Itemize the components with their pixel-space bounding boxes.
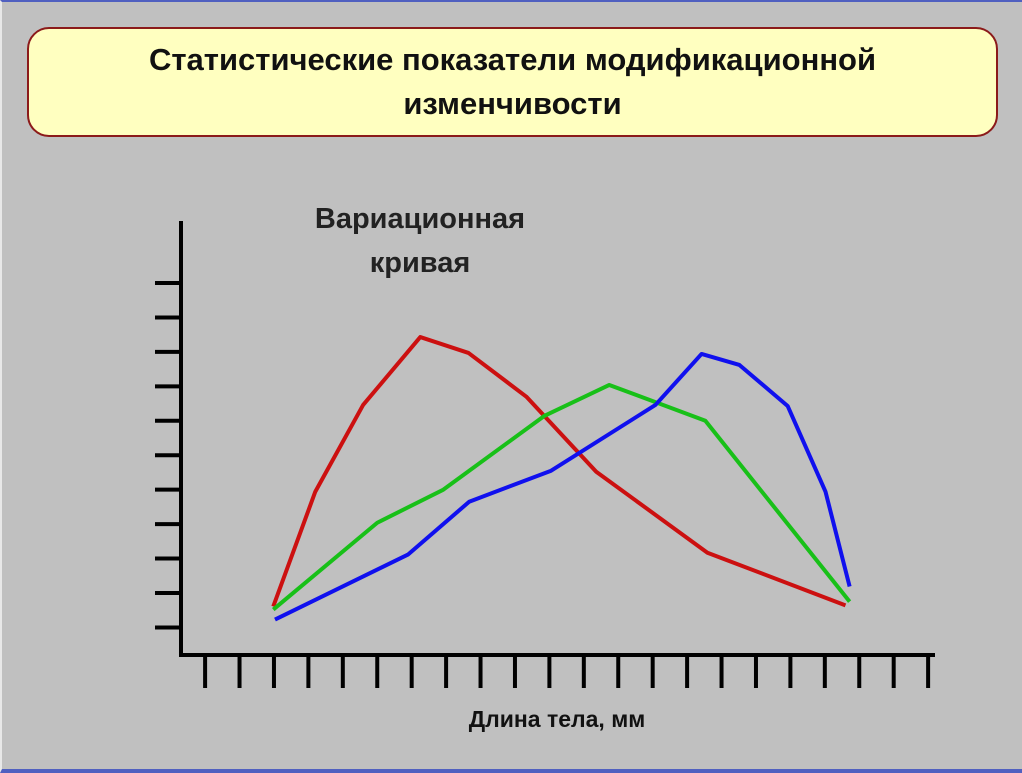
data-line	[271, 382, 852, 612]
x-axis-label: Длина тела, мм	[468, 706, 646, 732]
data-line	[274, 351, 852, 622]
chart-subtitle: Вариационная кривая	[314, 203, 526, 279]
chart-title: Статистические показатели модификационно…	[148, 42, 877, 121]
data-line	[271, 335, 847, 608]
title-box: Статистические показатели модификационно…	[27, 27, 998, 137]
